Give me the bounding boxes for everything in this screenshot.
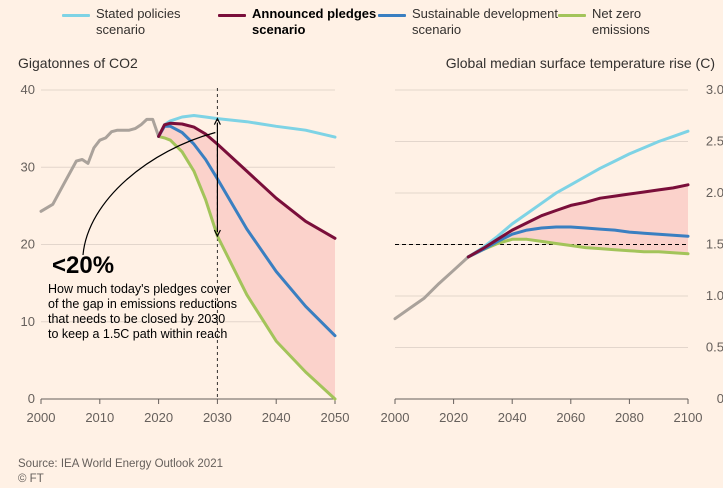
annotation-pointer <box>82 131 216 256</box>
legend-swatch <box>378 14 406 17</box>
y-tick-label: 2.5 <box>706 134 723 149</box>
y-tick-label: 40 <box>21 82 35 97</box>
y-tick-label: 0 <box>717 391 723 406</box>
y-tick-label: 1.0 <box>706 288 723 303</box>
x-tick-label: 2020 <box>439 410 468 425</box>
series-line-historical <box>393 255 470 321</box>
legend-label: Sustainable development scenario <box>412 6 558 37</box>
x-tick-label: 2040 <box>262 410 291 425</box>
legend-swatch <box>558 14 586 17</box>
y-tick-label: 1.5 <box>706 237 723 252</box>
series-line-stated <box>466 129 690 259</box>
annotation-text: How much today's pledges cover of the ga… <box>48 282 237 341</box>
left-chart-title: Gigatonnes of CO2 <box>18 55 138 71</box>
pledge-gap-area <box>158 123 335 399</box>
series-line-announced <box>466 183 690 259</box>
x-tick-label: 2080 <box>615 410 644 425</box>
y-tick-label: 3.0 <box>706 82 723 97</box>
y-tick-label: 30 <box>21 159 35 174</box>
x-tick-label: 2050 <box>321 410 350 425</box>
y-tick-label: 0 <box>28 391 35 406</box>
legend-label: Announced pledges scenario <box>252 6 377 37</box>
series-line-sustainable <box>466 225 690 259</box>
legend-label: Net zero emissions <box>592 6 650 37</box>
y-tick-label: 0.5 <box>706 340 723 355</box>
x-tick-label: 2040 <box>498 410 527 425</box>
annotation-headline: <20% <box>52 252 115 279</box>
series-line-sustainable <box>157 124 337 338</box>
y-tick-label: 10 <box>21 314 35 329</box>
arrowhead-up <box>213 117 221 125</box>
x-tick-label: 2010 <box>85 410 114 425</box>
source-note: Source: IEA World Energy Outlook 2021 <box>18 458 223 470</box>
x-tick-label: 2000 <box>381 410 410 425</box>
x-tick-label: 2000 <box>27 410 56 425</box>
x-tick-label: 2030 <box>203 410 232 425</box>
x-tick-label: 2020 <box>144 410 173 425</box>
x-tick-label: 2060 <box>556 410 585 425</box>
right-chart-title: Global median surface temperature rise (… <box>445 55 715 71</box>
ft-credit: © FT <box>18 473 44 485</box>
legend-item-stated-policies: Stated policies scenario <box>62 6 216 38</box>
arrowhead-down <box>213 229 221 238</box>
legend-label: Stated policies scenario <box>96 6 181 37</box>
y-tick-label: 2.0 <box>706 185 723 200</box>
series-line-netzero <box>157 134 337 401</box>
x-tick-label: 2100 <box>674 410 703 425</box>
series-line-netzero <box>466 237 690 259</box>
legend-item-net-zero: Net zero emissions <box>558 6 692 38</box>
legend-item-announced-pledges: Announced pledges scenario <box>218 6 382 38</box>
temperature-chart: 0 0.5 1.0 1.5 2.0 2.5 3.0 2000 2020 2040 2060 2080 2… <box>381 82 723 425</box>
legend: Stated policies scenario Announced pledg… <box>0 6 723 42</box>
legend-item-sustainable-development: Sustainable development scenario <box>378 6 562 38</box>
series-line-historical <box>39 117 161 213</box>
legend-swatch <box>62 14 90 17</box>
series-line-announced <box>157 121 337 240</box>
y-tick-label: 20 <box>21 237 35 252</box>
legend-swatch <box>218 14 246 17</box>
